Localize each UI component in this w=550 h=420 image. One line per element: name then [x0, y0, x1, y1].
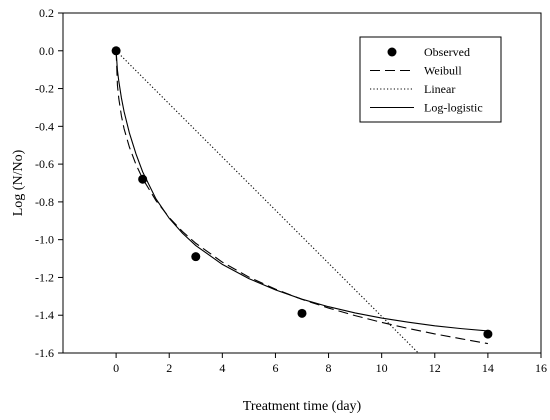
x-axis-title: Treatment time (day) — [243, 399, 362, 414]
x-tick-label: 14 — [482, 361, 494, 375]
plot-frame — [62, 12, 542, 354]
y-tick-label: -1.0 — [35, 233, 54, 247]
y-tick-label: -1.4 — [35, 308, 54, 322]
x-tick-label: 12 — [429, 361, 441, 375]
observed-point — [191, 252, 201, 262]
legend-label: Linear — [424, 82, 455, 96]
x-tick-label: 0 — [113, 361, 119, 375]
x-axis-ticks: 0 2 4 6 8 10 12 14 16 — [113, 353, 547, 375]
x-tick-label: 2 — [166, 361, 172, 375]
y-tick-label: -1.6 — [35, 346, 54, 360]
y-tick-label: -0.2 — [35, 82, 54, 96]
series-layer — [111, 46, 493, 354]
y-tick-label: 0.0 — [39, 44, 54, 58]
legend-label: Log-logistic — [424, 101, 483, 115]
x-tick-label: 4 — [219, 361, 225, 375]
observed-point — [111, 46, 121, 56]
observed-point — [138, 174, 148, 184]
observed-point — [297, 308, 307, 318]
series-line-weibull — [115, 50, 488, 345]
y-tick-label: -1.2 — [35, 270, 54, 284]
legend: Observed Weibull Linear Log-logistic — [359, 36, 502, 123]
x-tick-label: 8 — [326, 361, 332, 375]
y-tick-label: -0.8 — [35, 195, 54, 209]
legend-label: Weibull — [424, 64, 462, 78]
x-tick-label: 16 — [535, 361, 547, 375]
series-line-log-logistic — [115, 50, 488, 332]
legend-label: Observed — [424, 45, 470, 59]
legend-marker-observed — [387, 47, 397, 57]
y-axis-title: Log (N/No) — [11, 149, 26, 216]
y-tick-label: -0.4 — [35, 119, 54, 133]
y-tick-label: 0.2 — [39, 6, 54, 20]
y-axis-ticks: 0.2 0.0 -0.2 -0.4 -0.6 -0.8 -1.0 -1.2 -1.4 -1.6 — [35, 6, 63, 360]
y-tick-label: -0.6 — [35, 157, 54, 171]
x-tick-label: 10 — [376, 361, 388, 375]
observed-point — [483, 329, 493, 339]
x-tick-label: 6 — [272, 361, 278, 375]
